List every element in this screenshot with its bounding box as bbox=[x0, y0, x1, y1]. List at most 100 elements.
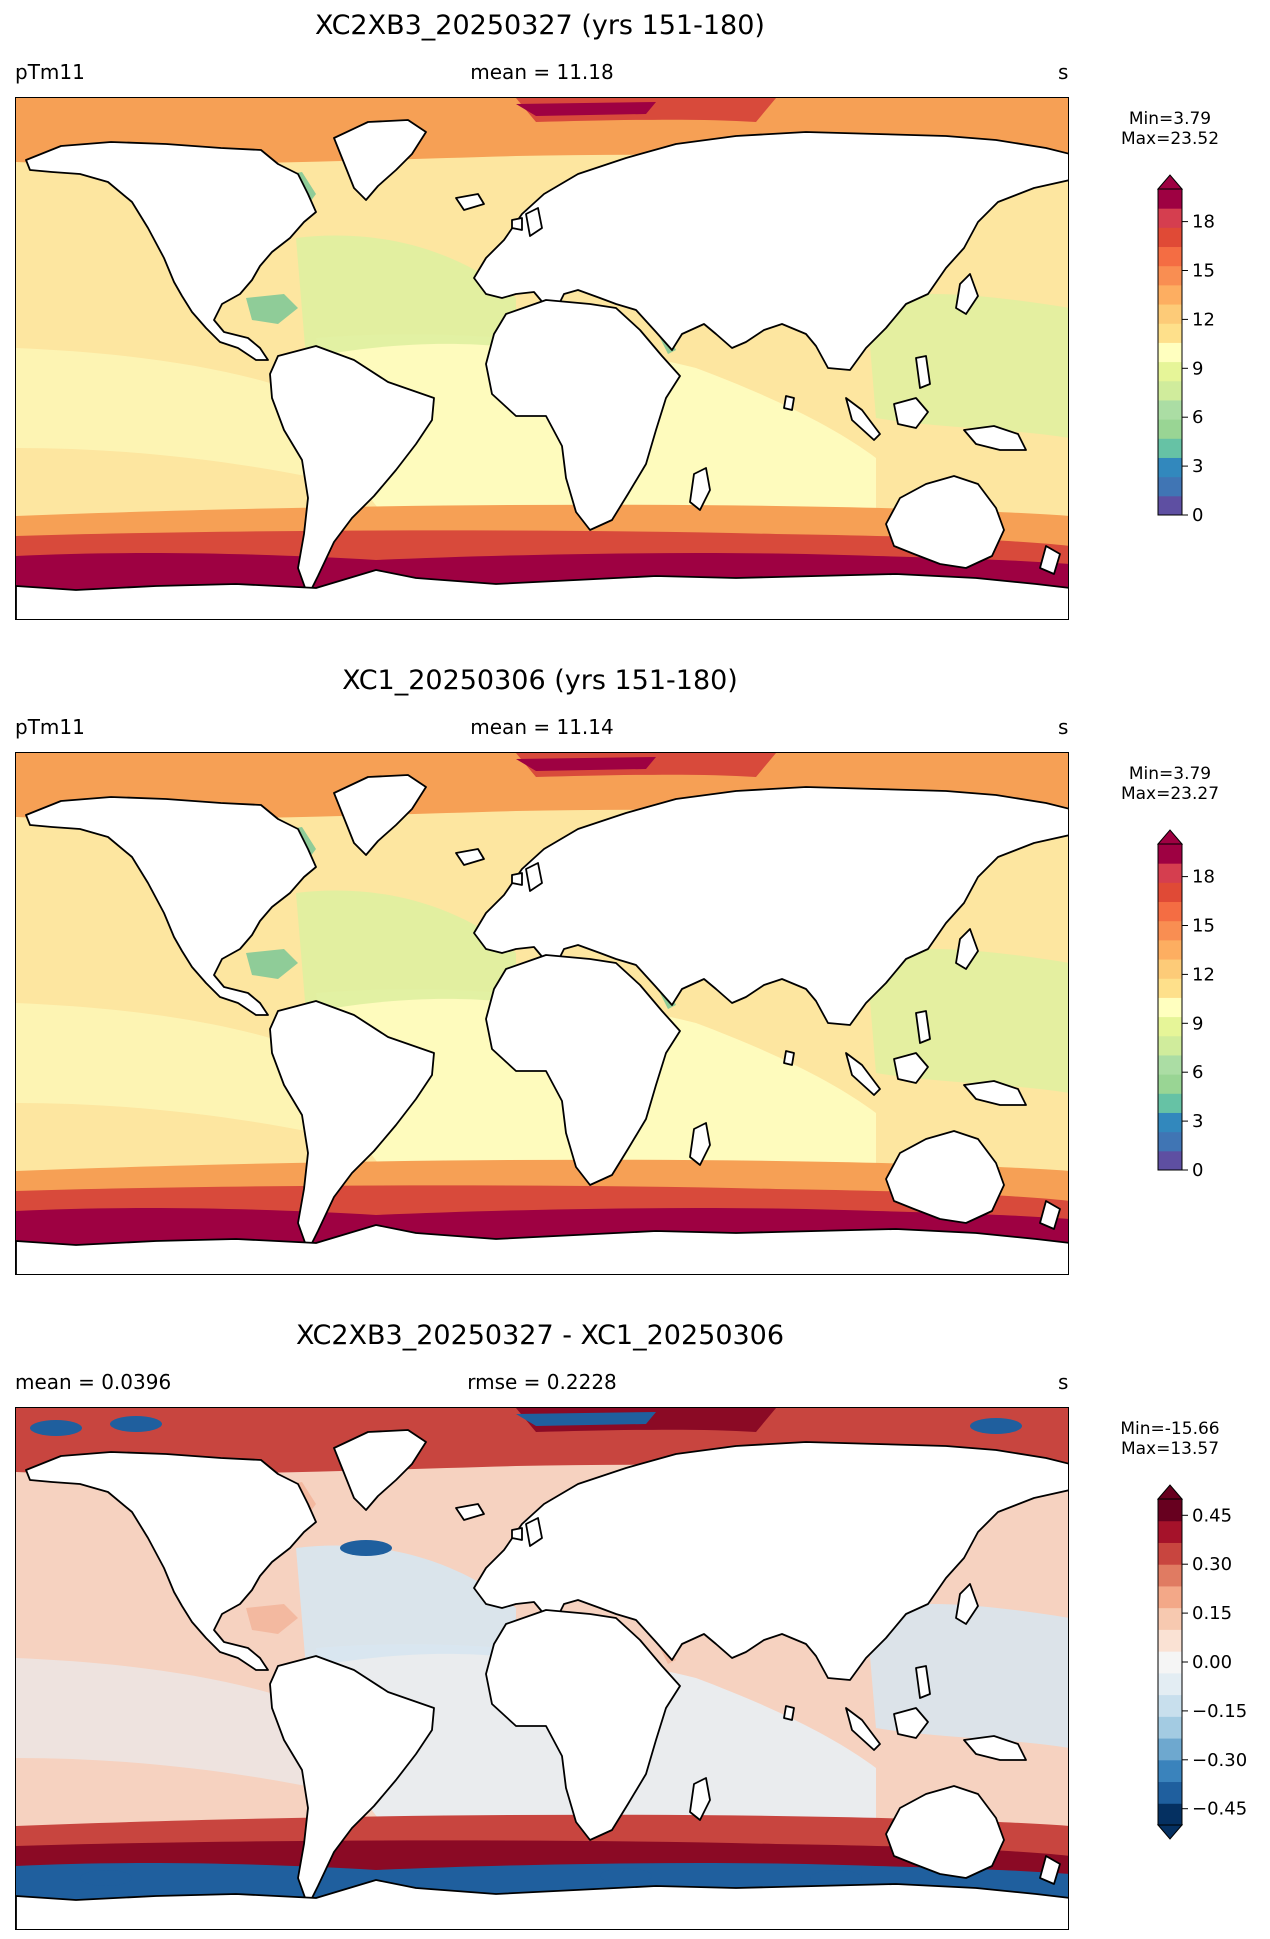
colorbar-tick-label: 6 bbox=[1192, 407, 1203, 428]
colorbar-segment bbox=[1158, 399, 1182, 420]
north-atlantic-zone bbox=[296, 235, 516, 358]
colorbar-segment bbox=[1158, 246, 1182, 267]
colorbar-segment bbox=[1158, 1672, 1182, 1696]
colorbar-segment bbox=[1158, 1035, 1182, 1056]
land-iceland bbox=[455, 193, 485, 211]
colorbar-tick-label: 12 bbox=[1192, 309, 1215, 330]
colorbar-segment bbox=[1158, 1564, 1182, 1587]
colorbar-segment bbox=[1158, 438, 1182, 458]
land-eurasia bbox=[473, 131, 1068, 371]
land-africa bbox=[485, 299, 681, 531]
colorbar-extend-max bbox=[1156, 1484, 1184, 1500]
mean-label: mean = 11.18 bbox=[470, 60, 614, 84]
marginal-sea bbox=[246, 294, 298, 324]
colorbar-segment bbox=[1158, 1716, 1182, 1739]
colorbar-segment bbox=[1158, 284, 1182, 305]
colorbar-segment bbox=[1158, 1629, 1182, 1652]
land-borneo bbox=[893, 397, 929, 429]
colorbar-segment bbox=[1158, 1759, 1182, 1783]
difference-patch bbox=[80, 1870, 132, 1886]
colorbar-outline bbox=[1157, 843, 1183, 1171]
land-south-america bbox=[269, 345, 435, 597]
colorbar-segment bbox=[1158, 323, 1182, 343]
colorbar-segment bbox=[1158, 361, 1182, 382]
difference-patch bbox=[30, 1420, 82, 1436]
land-iceland bbox=[455, 1503, 485, 1521]
panel-2: XC1_20250306 (yrs 151-180) pTm11 mean = … bbox=[0, 655, 1270, 1305]
max-value: Max=23.27 bbox=[1120, 784, 1220, 804]
north-atlantic-zone bbox=[296, 1545, 516, 1668]
colorbar-extend-max bbox=[1156, 174, 1184, 190]
colorbar-segment bbox=[1158, 380, 1182, 401]
min-max-stats: Min=3.79 Max=23.27 bbox=[1100, 764, 1240, 804]
colorbar-tick-label: 9 bbox=[1192, 1013, 1203, 1034]
colorbar-segment bbox=[1158, 1651, 1182, 1674]
land-greenland bbox=[333, 774, 427, 856]
land-new-zealand bbox=[1039, 1200, 1061, 1230]
colorbar-tick-label: 0.15 bbox=[1192, 1603, 1232, 1624]
colorbar-tick-label: 0 bbox=[1192, 1160, 1203, 1181]
colorbar-segment bbox=[1158, 1112, 1182, 1133]
land-sri-lanka bbox=[783, 1705, 795, 1721]
land-iceland bbox=[455, 848, 485, 866]
difference-patch bbox=[600, 1868, 652, 1884]
north-atlantic-core bbox=[516, 1412, 656, 1426]
land-africa bbox=[485, 954, 681, 1186]
units-label: s bbox=[1058, 715, 1069, 739]
colorbar: −0.45 −0.30 −0.15 0.00 0.15 0.30 0.45 bbox=[1156, 1484, 1247, 1840]
land-greenland bbox=[333, 1429, 427, 1511]
colorbar-segment bbox=[1158, 920, 1182, 941]
colorbar-segment bbox=[1158, 1520, 1182, 1543]
colorbar-segment bbox=[1158, 304, 1182, 324]
land-british-isles bbox=[525, 207, 543, 237]
colorbar-segment bbox=[1158, 959, 1182, 979]
land-philippines bbox=[915, 1665, 931, 1699]
map-frame bbox=[15, 1407, 1069, 1930]
land-south-america bbox=[269, 1000, 435, 1252]
colorbar-tick-label: 18 bbox=[1192, 212, 1215, 233]
land-north-america bbox=[25, 796, 317, 1016]
colorbar-segment bbox=[1158, 189, 1182, 209]
north-atlantic-core bbox=[516, 757, 656, 771]
land-sri-lanka bbox=[783, 1050, 795, 1066]
colorbar-segment bbox=[1158, 1781, 1182, 1804]
min-max-stats: Min=-15.66 Max=13.57 bbox=[1100, 1419, 1240, 1459]
colorbar-extend-min bbox=[1156, 1824, 1184, 1840]
land-borneo bbox=[893, 1052, 929, 1084]
land-north-america bbox=[25, 141, 317, 361]
marginal-sea bbox=[246, 1604, 298, 1634]
land-africa bbox=[485, 1609, 681, 1841]
land-uk-ireland bbox=[511, 1527, 523, 1541]
max-value: Max=13.57 bbox=[1120, 1439, 1220, 1459]
colorbar-segment bbox=[1158, 1093, 1182, 1113]
mean-label: mean = 0.0396 bbox=[15, 1370, 172, 1394]
mean-label: mean = 11.14 bbox=[470, 715, 614, 739]
land-antarctica bbox=[16, 1879, 1068, 1929]
colorbar-segment bbox=[1158, 1738, 1182, 1761]
land-uk-ireland bbox=[511, 872, 523, 886]
land-philippines bbox=[915, 1010, 931, 1044]
panel-title: XC2XB3_20250327 - XC1_20250306 bbox=[295, 1320, 785, 1351]
colorbar-tick-label: 12 bbox=[1192, 964, 1215, 985]
land-philippines bbox=[915, 355, 931, 389]
colorbar-segment bbox=[1158, 1803, 1182, 1826]
colorbar-tick-label: 6 bbox=[1192, 1062, 1203, 1083]
colorbar-tick-label: 15 bbox=[1192, 916, 1215, 937]
colorbar-segment bbox=[1158, 978, 1182, 998]
land-uk-ireland bbox=[511, 217, 523, 231]
colorbar-segment bbox=[1158, 208, 1182, 228]
marginal-sea bbox=[246, 949, 298, 979]
colorbar-tick-label: 9 bbox=[1192, 358, 1203, 379]
world-map bbox=[16, 1408, 1068, 1929]
min-value: Min=3.79 bbox=[1128, 764, 1212, 784]
colorbar-segment bbox=[1158, 1542, 1182, 1565]
land-new-guinea bbox=[963, 1735, 1027, 1761]
land-madagascar bbox=[689, 467, 711, 511]
land-new-zealand bbox=[1039, 1855, 1061, 1885]
difference-patch bbox=[110, 1416, 162, 1432]
map-frame bbox=[15, 97, 1069, 620]
land-new-guinea bbox=[963, 1080, 1027, 1106]
colorbar-segment bbox=[1158, 844, 1182, 864]
land-south-america bbox=[269, 1655, 435, 1907]
land-borneo bbox=[893, 1707, 929, 1739]
